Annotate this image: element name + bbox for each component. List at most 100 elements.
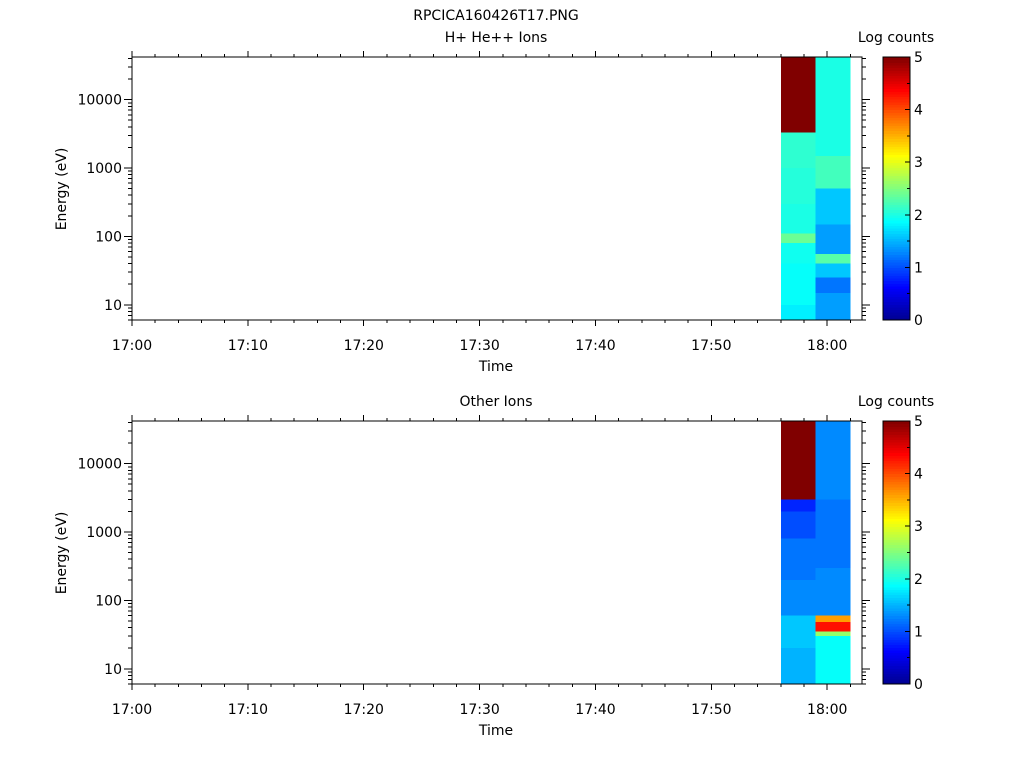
colorbar-segment (883, 275, 910, 279)
heatmap-cell (780, 233, 816, 244)
heatmap-cell (815, 188, 851, 225)
colorbar-segment (883, 241, 910, 245)
colorbar-segment (883, 655, 910, 659)
colorbar-segment (883, 80, 910, 84)
colorbar-segment (883, 497, 910, 501)
y-tick-label: 10 (104, 298, 122, 314)
colorbar-segment (883, 59, 910, 63)
colorbar-segment (883, 314, 910, 318)
colorbar-segment (883, 70, 910, 74)
heatmap-cell (815, 155, 851, 189)
colorbar-segment (883, 523, 910, 527)
colorbar-segment (883, 298, 910, 303)
colorbar-segment (883, 212, 910, 216)
colorbar-segment (883, 106, 910, 111)
colorbar-segment (883, 312, 910, 316)
colorbar-segment (883, 217, 910, 221)
y-tick-label: 10 (104, 662, 122, 678)
colorbar-segment (883, 183, 910, 187)
colorbar-segment (883, 534, 910, 538)
colorbar-segment (883, 133, 910, 137)
colorbar-segment (883, 149, 910, 153)
colorbar-segment (883, 233, 910, 237)
heatmap-cell (780, 511, 816, 539)
colorbar-segment (883, 649, 910, 654)
colorbar-segment (883, 267, 910, 271)
colorbar-segment (883, 676, 910, 680)
colorbar-segment (883, 639, 910, 643)
colorbar-segment (883, 473, 910, 477)
colorbar-segment (883, 288, 910, 292)
colorbar-segment (883, 109, 910, 113)
colorbar-segment (883, 196, 910, 200)
colorbar-segment (883, 494, 910, 498)
colorbar-segment (883, 552, 910, 556)
colorbar-segment (883, 515, 910, 519)
panel-2-xlabel: Time (478, 723, 513, 739)
panel-2-colorbar-label: Log counts (858, 394, 934, 410)
colorbar-segment (883, 164, 910, 169)
colorbar-segment (883, 581, 910, 585)
y-tick-label: 100 (95, 229, 122, 245)
colorbar-segment (883, 309, 910, 313)
colorbar-tick-label: 4 (914, 103, 923, 119)
colorbar-segment (883, 541, 910, 546)
colorbar-segment (883, 557, 910, 561)
heatmap-cell (815, 277, 851, 293)
colorbar-segment (883, 505, 910, 509)
colorbar-segment (883, 528, 910, 533)
colorbar-segment (883, 607, 910, 611)
heatmap-cell (815, 636, 851, 684)
heatmap-cell (815, 224, 851, 255)
colorbar-segment (883, 602, 910, 606)
colorbar-segment (883, 662, 910, 667)
colorbar-segment (883, 151, 910, 155)
colorbar-segment (883, 586, 910, 590)
colorbar-segment (883, 291, 910, 295)
colorbar-segment (883, 220, 910, 224)
colorbar-segment (883, 470, 910, 475)
colorbar-segment (883, 246, 910, 250)
colorbar-segment (883, 573, 910, 577)
colorbar-segment (883, 463, 910, 467)
colorbar-segment (883, 222, 910, 226)
colorbar-segment (883, 199, 910, 203)
panel-1: 17:00 17:10 17:20 17:30 17:40 17:50 18:0010100… (77, 50, 923, 354)
colorbar-segment (883, 563, 910, 567)
colorbar-segment (883, 442, 910, 446)
colorbar-segment (883, 251, 910, 255)
heatmap-cell (815, 631, 851, 637)
colorbar-segment (883, 57, 910, 61)
colorbar-segment (883, 262, 910, 266)
colorbar-segment (883, 599, 910, 604)
colorbar-segment (883, 170, 910, 174)
colorbar-tick-label: 5 (914, 50, 923, 66)
heatmap-cell (780, 132, 816, 169)
panel-2-ylabel: Energy (eV) (54, 512, 70, 595)
colorbar-segment (883, 162, 910, 166)
heatmap-cell (815, 292, 851, 320)
colorbar-segment (883, 206, 910, 211)
colorbar-tick-label: 3 (914, 155, 923, 171)
colorbar-segment (883, 154, 910, 158)
colorbar-segment (883, 481, 910, 485)
colorbar-segment (883, 304, 910, 308)
colorbar-segment (883, 293, 910, 297)
heatmap-cell (815, 57, 851, 156)
colorbar-segment (883, 436, 910, 441)
colorbar-segment (883, 143, 910, 148)
colorbar-segment (883, 306, 910, 311)
heatmap-cell (780, 421, 816, 500)
colorbar-tick-label: 3 (914, 519, 923, 535)
colorbar-segment (883, 141, 910, 145)
colorbar-segment (883, 426, 910, 430)
colorbar-tick-label: 1 (914, 260, 923, 276)
colorbar-segment (883, 657, 910, 661)
colorbar-segment (883, 209, 910, 213)
colorbar-segment (883, 631, 910, 635)
colorbar-segment (883, 526, 910, 530)
colorbar-segment (883, 610, 910, 614)
colorbar-segment (883, 668, 910, 672)
heatmap-cell (815, 263, 851, 278)
colorbar-segment (883, 644, 910, 648)
